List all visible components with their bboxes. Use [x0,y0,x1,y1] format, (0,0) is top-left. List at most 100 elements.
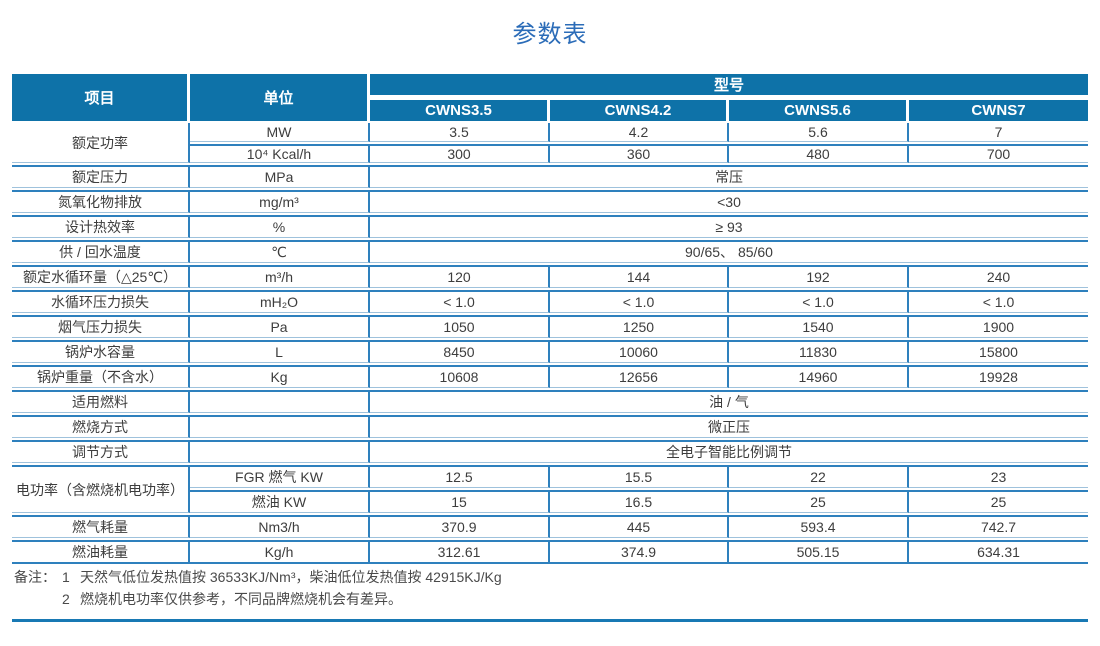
table-row: 锅炉水容量 L 8450 10060 11830 15800 [12,340,1089,363]
row-label: 燃气耗量 [12,515,190,538]
value-cell: 593.4 [729,515,909,538]
span-value-cell: 常压 [370,165,1089,188]
value-cell: 374.9 [550,540,729,564]
value-cell: 742.7 [909,515,1089,538]
span-value-cell: 全电子智能比例调节 [370,440,1089,463]
note-number: 1 [62,569,70,585]
value-cell: 240 [909,265,1089,288]
row-label: 适用燃料 [12,390,190,413]
table-row: 设计热效率 % ≥ 93 [12,215,1089,238]
value-cell: < 1.0 [370,290,550,313]
value-cell: 634.31 [909,540,1089,564]
table-row: 燃油耗量 Kg/h 312.61 374.9 505.15 634.31 [12,540,1089,564]
value-cell: 192 [729,265,909,288]
value-cell: 10608 [370,365,550,388]
value-cell: 480 [729,144,909,163]
note-line: 2 燃烧机电功率仅供参考，不同品牌燃烧机会有差异。 [14,588,1014,610]
value-cell: 15 [370,490,550,513]
unit-cell [190,440,370,463]
row-label: 锅炉重量（不含水） [12,365,190,388]
span-value-cell: <30 [370,190,1089,213]
value-cell: 15800 [909,340,1089,363]
table-row: 额定功率 MW 3.5 4.2 5.6 7 [12,123,1089,163]
value-cell: 1540 [729,315,909,338]
unit-cell: L [190,340,370,363]
unit-cell [190,390,370,413]
value-cell: 12.5 [370,465,550,488]
value-cell: 312.61 [370,540,550,564]
header-cell-unit: 单位 [190,74,370,121]
unit-cell: m³/h [190,265,370,288]
value-cell: 144 [550,265,729,288]
row-label: 氮氧化物排放 [12,190,190,213]
page-title: 参数表 [512,21,588,48]
value-cell: 11830 [729,340,909,363]
header-cell-model-cwns5-6: CWNS5.6 [729,100,909,121]
note-line: 备注： 1 天然气低位发热值按 36533KJ/Nm³，柴油低位发热值按 429… [14,566,1014,588]
header-cell-model: 型号 [370,74,1089,98]
value-cell: 25 [729,490,909,513]
unit-cell: Pa [190,315,370,338]
header-row-top: 项目 单位 型号 [12,74,1089,121]
span-value-cell: 90/65、 85/60 [370,240,1089,263]
unit-cell: mH₂O [190,290,370,313]
span-value-cell: 微正压 [370,415,1089,438]
table-row: 适用燃料 油 / 气 [12,390,1089,413]
table-row: 燃油 KW 15 16.5 25 25 [12,490,1089,513]
header-cell-model-cwns7: CWNS7 [909,100,1089,121]
unit-cell: % [190,215,370,238]
table-row: 10⁴ Kcal/h 300 360 480 700 [12,144,1089,163]
unit-cell: mg/m³ [190,190,370,213]
value-cell: 4.2 [550,123,729,142]
unit-cell: Kg [190,365,370,388]
table-row: 氮氧化物排放 mg/m³ <30 [12,190,1089,213]
table-row: 锅炉重量（不含水） Kg 10608 12656 14960 19928 [12,365,1089,388]
span-value-cell: 油 / 气 [370,390,1089,413]
table-row: 调节方式 全电子智能比例调节 [12,440,1089,463]
row-label: 燃烧方式 [12,415,190,438]
value-cell: 15.5 [550,465,729,488]
header-row-models: CWNS3.5 CWNS4.2 CWNS5.6 CWNS7 [12,100,1089,121]
value-cell: 16.5 [550,490,729,513]
row-label: 供 / 回水温度 [12,240,190,263]
table-row: 水循环压力损失 mH₂O < 1.0 < 1.0 < 1.0 < 1.0 [12,290,1089,313]
params-table: 项目 单位 型号 CWNS3.5 CWNS4.2 CWNS5.6 CWNS7 额… [12,72,1089,566]
note-text: 天然气低位发热值按 36533KJ/Nm³，柴油低位发热值按 42915KJ/K… [80,569,502,585]
row-label: 额定水循环量（△25℃） [12,265,190,288]
value-cell: 505.15 [729,540,909,564]
value-cell: 700 [909,144,1089,163]
table-row: 燃气耗量 Nm3/h 370.9 445 593.4 742.7 [12,515,1089,538]
value-cell: 370.9 [370,515,550,538]
note-number: 2 [62,591,70,607]
value-cell: 12656 [550,365,729,388]
header-cell-model-cwns3-5: CWNS3.5 [370,100,550,121]
span-value-cell: ≥ 93 [370,215,1089,238]
value-cell: 7 [909,123,1089,142]
unit-cell: 燃油 KW [190,490,370,513]
value-cell: 1900 [909,315,1089,338]
unit-cell: MPa [190,165,370,188]
row-label: 调节方式 [12,440,190,463]
row-label: 水循环压力损失 [12,290,190,313]
bottom-divider [12,619,1088,622]
unit-cell: 10⁴ Kcal/h [190,144,370,163]
value-cell: 1050 [370,315,550,338]
value-cell: 300 [370,144,550,163]
unit-cell [190,415,370,438]
notes-label: 备注： [14,569,56,585]
row-label: 电功率（含燃烧机电功率） [12,465,190,513]
row-label: 额定压力 [12,165,190,188]
value-cell: 8450 [370,340,550,363]
value-cell: 25 [909,490,1089,513]
value-cell: < 1.0 [909,290,1089,313]
value-cell: 5.6 [729,123,909,142]
unit-cell: Kg/h [190,540,370,564]
unit-cell: Nm3/h [190,515,370,538]
value-cell: 14960 [729,365,909,388]
unit-cell: FGR 燃气 KW [190,465,370,488]
header-cell-item: 项目 [12,74,190,121]
value-cell: 120 [370,265,550,288]
value-cell: 23 [909,465,1089,488]
header-cell-model-cwns4-2: CWNS4.2 [550,100,729,121]
row-label: 额定功率 [12,123,190,163]
